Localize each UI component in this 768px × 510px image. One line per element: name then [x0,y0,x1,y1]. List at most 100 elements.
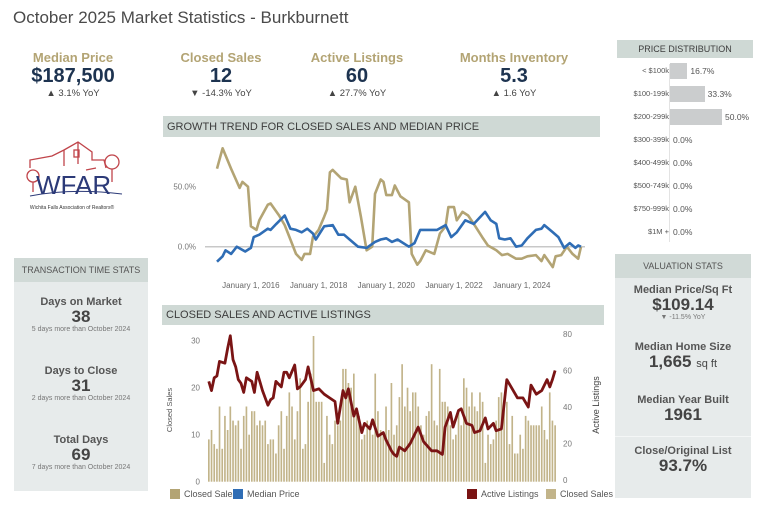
closed-sales-bar [455,434,457,482]
closed-sales-bar [237,420,240,482]
closed-sales-bar [532,425,535,482]
closed-sales-bar [460,425,463,482]
legend-item-active-listings: Active Listings [467,489,539,499]
y-right-tick-label: 40 [563,403,572,412]
legend-swatch [546,489,556,499]
closed-sales-bar [546,439,548,482]
kpi-value: $187,500 [31,65,115,87]
closed-sales-bar [465,387,468,482]
price-bar [670,86,705,102]
kpi-change: ▲ 27.7% YoY [327,88,387,99]
closed-sales-bar [476,411,479,482]
kpi-label: Median Price [32,50,114,65]
closed-sales-bar [406,387,409,482]
closed-sales-bar [398,397,401,482]
closed-sales-bar [232,420,234,482]
closed-sales-bar [296,411,299,482]
closed-sales-chart-header: CLOSED SALES AND ACTIVE LISTINGS [162,305,604,325]
y-right-tick-label: 0 [563,476,568,485]
stat-median-price-sqft: Median Price/Sq Ft $109.14 ▼ -11.5% YoY [615,284,751,321]
stat-label: Total Days [53,434,109,446]
x-tick-label: January 1, 2016 [222,281,280,290]
stat-unit: sq ft [696,358,718,370]
closed-sales-bar [449,425,452,482]
closed-sales-bar [540,406,543,482]
closed-sales-bar [358,415,360,482]
legend-label: Closed Sales [184,489,238,499]
closed-sales-bar [323,462,326,482]
price-distribution-header: PRICE DISTRIBUTION [617,40,753,58]
closed-sales-bar [404,406,406,482]
price-bar [670,109,722,125]
stat-note: 5 days more than October 2024 [31,326,131,333]
x-tick-label: January 1, 2022 [425,281,483,290]
closed-sales-bar [489,444,492,482]
closed-sales-bar [259,420,261,482]
price-row: $300-399k 0.0% [617,132,757,148]
price-percent: 0.0% [673,227,693,237]
closed-sales-bar [379,430,382,482]
closed-sales-bar [420,425,422,482]
closed-sales-bar [320,401,323,482]
x-tick-label: January 1, 2020 [358,281,416,290]
x-tick-label: January 1, 2018 [290,281,348,290]
closed-sales-bar [436,425,438,482]
closed-sales-bar [312,336,315,482]
kpi-active-listings: Active Listings 60 ▲ 27.7% YoY [287,50,427,99]
kpi-change: ▲ 1.6 YoY [491,88,537,99]
closed-sales-bar [385,406,387,482]
closed-sales-bar [291,406,293,482]
closed-sales-bar [527,420,530,482]
closed-sales-bar [452,439,454,482]
closed-sales-bar [342,368,344,482]
price-range-label: $1M + [647,227,669,236]
closed-sales-bar [524,415,527,482]
active-listings-line [207,334,557,458]
wfar-logo: WFAR Wichita Falls Association of Realto… [22,138,132,213]
stat-close-original-list: Close/Original List 93.7% [615,445,751,475]
price-range-label: < $100k [642,66,669,75]
kpi-label: Months Inventory [459,50,569,65]
closed-sales-bar [414,392,417,482]
stat-median-home-size: Median Home Size 1,665 sq ft [615,341,751,373]
closed-sales-bar [457,411,460,482]
stat-note: ▼ -11.5% YoY [660,314,706,321]
closed-sales-bar [275,453,277,482]
stat-value: 38 [71,307,91,326]
panel-header: VALUATION STATS [615,254,751,278]
stat-days-to-close: Days to Close 31 2 days more than Octobe… [14,365,148,402]
closed-sales-bar [369,430,371,482]
kpi-value: 5.3 [500,65,528,87]
closed-sales-bar [216,448,218,482]
closed-sales-bar [366,420,369,482]
stat-label: Median Year Built [637,394,729,406]
price-percent: 33.3% [707,89,732,99]
closed-sales-bar [213,444,216,482]
stat-label: Days to Close [44,365,118,377]
closed-sales-bar [293,439,296,482]
closed-sales-bar [240,448,242,482]
kpi-value: 60 [345,65,369,87]
page-title: October 2025 Market Statistics - Burkbur… [13,8,349,27]
legend-swatch [467,489,477,499]
closed-sales-bar [508,444,511,482]
closed-sales-bar [326,415,328,482]
closed-sales-bar [318,401,320,482]
y-right-tick-label: 20 [563,440,572,449]
x-tick-label: January 1, 2024 [493,281,551,290]
closed-sales-bar [390,383,393,482]
legend-label: Active Listings [481,489,539,499]
kpi-label: Active Listings [310,50,404,65]
price-percent: 50.0% [725,112,750,122]
stat-note: 7 days more than October 2024 [31,464,131,471]
closed-sales-bar [363,434,366,482]
closed-sales-bar [468,406,471,482]
closed-sales-bar [347,383,350,482]
median-price-line [216,210,582,263]
closed-sales-bar [302,448,304,482]
closed-sales-bar [548,392,551,482]
stat-value: 69 [71,445,91,464]
price-percent: 0.0% [673,181,693,191]
closed-sales-bar [417,406,420,482]
